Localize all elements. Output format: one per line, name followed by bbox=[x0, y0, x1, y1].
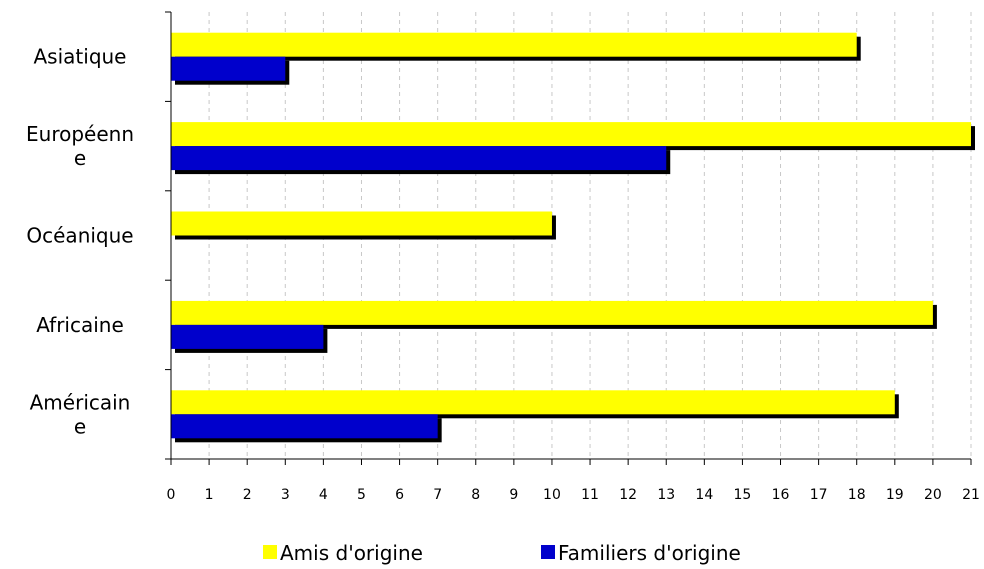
x-tick-label: 15 bbox=[734, 487, 752, 503]
x-tick-label: 16 bbox=[772, 487, 790, 503]
bar-familiers bbox=[171, 324, 324, 349]
category-label: Américain bbox=[30, 390, 131, 414]
bar-amis bbox=[171, 32, 857, 57]
x-tick-label: 11 bbox=[581, 487, 599, 503]
category-label: e bbox=[74, 414, 86, 438]
category-label: Océanique bbox=[26, 224, 133, 248]
legend: Amis d'origine Familiers d'origine bbox=[263, 541, 741, 565]
bar-amis bbox=[171, 300, 933, 325]
x-tick-label: 1 bbox=[205, 487, 214, 503]
legend-label: Amis d'origine bbox=[280, 541, 423, 565]
category-label: Européenn bbox=[26, 122, 134, 146]
x-tick-label: 3 bbox=[281, 487, 290, 503]
bar-familiers bbox=[171, 56, 286, 81]
bar-familiers bbox=[171, 146, 667, 171]
x-tick-label: 17 bbox=[810, 487, 828, 503]
bar-amis bbox=[171, 390, 895, 415]
x-tick-label: 6 bbox=[395, 487, 404, 503]
bars bbox=[171, 32, 975, 443]
x-tick-label: 5 bbox=[357, 487, 366, 503]
x-tick-label: 14 bbox=[695, 487, 713, 503]
y-axis: AsiatiqueEuropéenneOcéaniqueAfricaineAmé… bbox=[26, 11, 172, 460]
x-tick-label: 18 bbox=[848, 487, 866, 503]
x-tick-label: 8 bbox=[471, 487, 480, 503]
category-label: Asiatique bbox=[34, 45, 127, 69]
legend-swatch bbox=[263, 545, 277, 559]
category-label: Africaine bbox=[36, 313, 124, 337]
x-tick-label: 7 bbox=[433, 487, 442, 503]
bar-amis bbox=[171, 211, 552, 236]
x-tick-label: 19 bbox=[886, 487, 904, 503]
x-tick-label: 12 bbox=[619, 487, 637, 503]
legend-label: Familiers d'origine bbox=[558, 541, 741, 565]
grid-lines bbox=[208, 12, 972, 459]
x-tick-label: 20 bbox=[924, 487, 942, 503]
x-tick-label: 9 bbox=[509, 487, 518, 503]
x-tick-label: 21 bbox=[962, 487, 980, 503]
x-tick-label: 10 bbox=[543, 487, 561, 503]
bar-amis bbox=[171, 122, 971, 147]
x-tick-label: 2 bbox=[243, 487, 252, 503]
category-label: e bbox=[74, 146, 86, 170]
x-tick-label: 0 bbox=[167, 487, 176, 503]
legend-swatch bbox=[541, 545, 555, 559]
x-tick-label: 4 bbox=[319, 487, 328, 503]
bar-familiers bbox=[171, 414, 438, 439]
x-tick-label: 13 bbox=[657, 487, 675, 503]
x-axis: 0 1 2 3 4 5 6 7 8 9 10 11 12 13 14 15 16 17 18 19 20 21 bbox=[167, 458, 980, 503]
